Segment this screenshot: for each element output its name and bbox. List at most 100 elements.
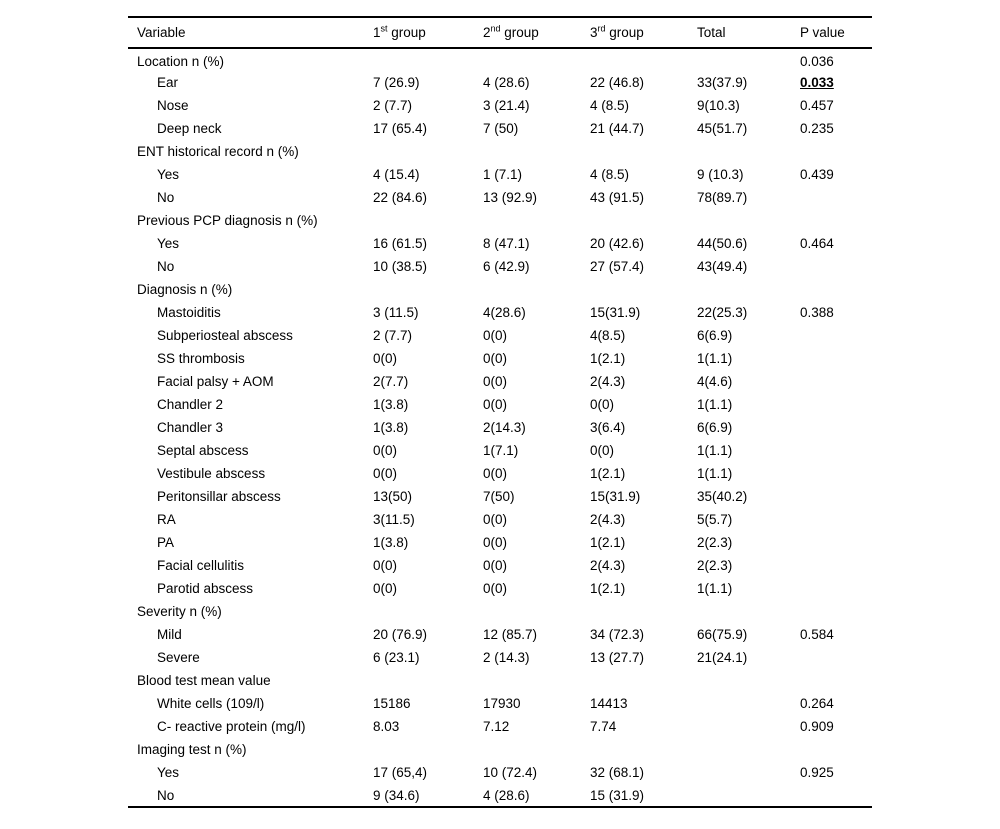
cell-pvalue (800, 784, 872, 807)
cell-variable: ENT historical record n (%) (137, 144, 299, 159)
cell-group2: 1(7.1) (483, 443, 519, 458)
table-row: PA 1(3.8) 0(0) 1(2.1) 2(2.3) (128, 531, 872, 554)
group2-number: 2 (483, 25, 491, 40)
column-header-total: Total (697, 17, 800, 49)
cell-group3: 3(6.4) (590, 420, 626, 435)
table-row: RA 3(11.5) 0(0) 2(4.3) 5(5.7) (128, 508, 872, 531)
cell-group1: 10 (38.5) (373, 259, 428, 274)
cell-pvalue (800, 255, 872, 278)
cell-group1: 0(0) (373, 443, 398, 458)
cell-group2: 10 (72.4) (483, 765, 538, 780)
cell-variable: Parotid abscess (157, 581, 254, 596)
cell-variable: Mild (157, 627, 182, 642)
cell-variable: Severe (157, 650, 200, 665)
cell-variable: Peritonsillar abscess (157, 489, 281, 504)
cell-pvalue: 0.584 (800, 627, 834, 642)
cell-group1: 1(3.8) (373, 397, 409, 412)
table-row: SS thrombosis 0(0) 0(0) 1(2.1) 1(1.1) (128, 347, 872, 370)
cell-group2: 4 (28.6) (483, 787, 530, 803)
cell-variable: Mastoiditis (157, 305, 221, 320)
cell-pvalue: 0.909 (800, 719, 834, 734)
table-row: Diagnosis n (%) (128, 278, 872, 301)
cell-total (697, 48, 800, 71)
cell-group2: 7.12 (483, 719, 510, 734)
cell-pvalue: 0.235 (800, 121, 834, 136)
cell-group1: 0(0) (373, 466, 398, 481)
cell-pvalue (800, 462, 872, 485)
table-row: Parotid abscess 0(0) 0(0) 1(2.1) 1(1.1) (128, 577, 872, 600)
cell-pvalue (800, 370, 872, 393)
cell-group3: 4(8.5) (590, 328, 626, 343)
cell-total: 1(1.1) (697, 351, 733, 366)
table-row: Severity n (%) (128, 600, 872, 623)
cell-group3: 34 (72.3) (590, 627, 645, 642)
cell-group1: 7 (26.9) (373, 75, 420, 90)
cell-pvalue (800, 600, 872, 623)
cell-group3: 14413 (590, 696, 628, 711)
group1-ordinal: st (380, 23, 388, 34)
cell-group1: 0(0) (373, 558, 398, 573)
cell-group2: 0(0) (483, 466, 508, 481)
table-row: Vestibule abscess 0(0) 0(0) 1(2.1) 1(1.1… (128, 462, 872, 485)
cell-variable: C- reactive protein (mg/l) (157, 719, 306, 734)
cell-variable: White cells (109/l) (157, 696, 265, 711)
cell-group3 (590, 278, 697, 301)
cell-total: 66(75.9) (697, 627, 748, 642)
cell-variable: Yes (157, 765, 180, 780)
cell-group3 (590, 209, 697, 232)
table-row: Severe 6 (23.1) 2 (14.3) 13 (27.7) 21(24… (128, 646, 872, 669)
cell-group2: 3 (21.4) (483, 98, 530, 113)
cell-group3: 27 (57.4) (590, 259, 645, 274)
cell-group2: 4(28.6) (483, 305, 526, 320)
table-row: Chandler 2 1(3.8) 0(0) 0(0) 1(1.1) (128, 393, 872, 416)
cell-pvalue (800, 485, 872, 508)
cell-variable: RA (157, 512, 176, 527)
cell-total: 9 (10.3) (697, 167, 744, 182)
cell-group2: 2(14.3) (483, 420, 526, 435)
table-row: C- reactive protein (mg/l) 8.03 7.12 7.7… (128, 715, 872, 738)
cell-group2 (483, 738, 590, 761)
cell-group2 (483, 209, 590, 232)
cell-total: 6(6.9) (697, 328, 733, 343)
cell-group2 (483, 669, 590, 692)
cell-group3: 15 (31.9) (590, 787, 645, 803)
cell-pvalue (800, 393, 872, 416)
table-row: Yes 17 (65,4) 10 (72.4) 32 (68.1) 0.925 (128, 761, 872, 784)
cell-pvalue (800, 554, 872, 577)
cell-total: 45(51.7) (697, 121, 748, 136)
cell-variable: PA (157, 535, 175, 550)
cell-group3: 4 (8.5) (590, 167, 630, 182)
cell-pvalue (800, 416, 872, 439)
cell-group3: 0(0) (590, 443, 615, 458)
cell-total: 21(24.1) (697, 650, 748, 665)
cell-group1: 9 (34.6) (373, 787, 420, 803)
cell-total: 33(37.9) (697, 75, 748, 90)
table-row: Imaging test n (%) (128, 738, 872, 761)
cell-variable: Vestibule abscess (157, 466, 266, 481)
cell-group3 (590, 738, 697, 761)
cell-group3: 13 (27.7) (590, 650, 645, 665)
cell-total (697, 761, 800, 784)
cell-group2: 0(0) (483, 535, 508, 550)
cell-variable: Blood test mean value (137, 673, 271, 688)
cell-total: 4(4.6) (697, 374, 733, 389)
cell-group2: 8 (47.1) (483, 236, 530, 251)
results-table: Variable 1st group 2nd group 3rd group T… (128, 16, 872, 808)
cell-pvalue: 0.388 (800, 305, 834, 320)
cell-variable: No (157, 787, 175, 803)
cell-pvalue (800, 577, 872, 600)
cell-total: 6(6.9) (697, 420, 733, 435)
cell-pvalue: 0.264 (800, 696, 834, 711)
cell-variable: Chandler 2 (157, 397, 224, 412)
cell-group1 (373, 48, 483, 71)
cell-pvalue (800, 531, 872, 554)
cell-pvalue (800, 669, 872, 692)
cell-total: 22(25.3) (697, 305, 748, 320)
cell-variable: Facial cellulitis (157, 558, 245, 573)
cell-variable: Previous PCP diagnosis n (%) (137, 213, 318, 228)
table-row: Facial cellulitis 0(0) 0(0) 2(4.3) 2(2.3… (128, 554, 872, 577)
column-header-variable: Variable (128, 17, 373, 49)
cell-total: 1(1.1) (697, 466, 733, 481)
cell-pvalue: 0.464 (800, 236, 834, 251)
table-row: ENT historical record n (%) (128, 140, 872, 163)
